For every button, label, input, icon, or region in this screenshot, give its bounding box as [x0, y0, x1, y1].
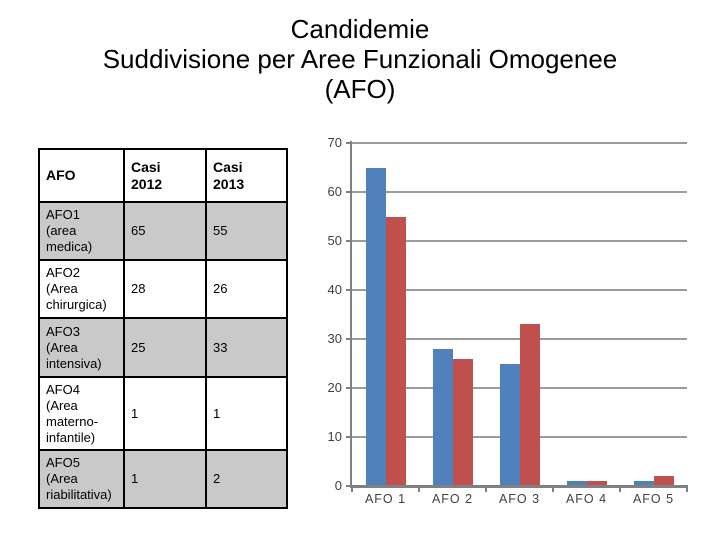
- y-axis-label: 50: [327, 233, 342, 248]
- y-axis-tick: [346, 240, 352, 242]
- x-axis-tick: [351, 485, 353, 492]
- x-axis-tick: [552, 485, 554, 492]
- gridline-70: [352, 142, 687, 144]
- y-axis-label: 70: [327, 135, 342, 150]
- bar-casi-2013-afo3: [519, 324, 540, 485]
- y-axis-tick: [346, 289, 352, 291]
- gridline-40: [352, 289, 687, 291]
- slide-title: Candidemie Suddivisione per Aree Funzion…: [0, 14, 720, 104]
- y-axis-label: 60: [327, 184, 342, 199]
- table-header-row: AFO Casi 2012 Casi 2013: [38, 148, 288, 203]
- cell-casi-2012: 25: [123, 317, 207, 378]
- y-axis-line: [350, 141, 352, 488]
- x-axis-tick: [686, 485, 688, 492]
- table-row: AFO4 (Area materno- infantile) 1 1: [38, 376, 288, 451]
- cell-afo-label: AFO2 (Area chirurgica): [38, 259, 125, 319]
- x-axis-label: AFO 4: [565, 492, 608, 506]
- x-axis-label: AFO 3: [498, 492, 541, 506]
- cell-casi-2012: 1: [123, 449, 207, 509]
- title-line-1: Candidemie: [290, 14, 430, 44]
- bar-casi-2012-afo1: [365, 167, 386, 485]
- cell-casi-2012: 65: [123, 201, 207, 261]
- cell-afo-label: AFO5 (Area riabilitativa): [38, 449, 125, 509]
- cell-casi-2013: 55: [205, 201, 288, 261]
- cell-afo-label: AFO3 (Area intensiva): [38, 317, 125, 378]
- y-axis-label: 10: [327, 429, 342, 444]
- cell-afo-label: AFO4 (Area materno- infantile): [38, 376, 125, 451]
- title-line-2: Suddivisione per Aree Funzionali Omogene…: [102, 44, 618, 74]
- y-axis-tick: [346, 436, 352, 438]
- table-row: AFO5 (Area riabilitativa) 1 2: [38, 449, 288, 509]
- y-axis-tick: [346, 387, 352, 389]
- bar-casi-2012-afo5: [633, 481, 654, 485]
- title-line-3: (AFO): [324, 74, 396, 104]
- col-header-afo: AFO: [38, 148, 125, 203]
- y-axis-label: 40: [327, 282, 342, 297]
- col-header-casi-2013: Casi 2013: [205, 148, 288, 203]
- bar-casi-2012-afo3: [499, 363, 520, 485]
- gridline-60: [352, 191, 687, 193]
- y-axis-tick: [346, 338, 352, 340]
- x-axis-label: AFO 1: [364, 492, 407, 506]
- y-axis-label: 20: [327, 380, 342, 395]
- table-row: AFO3 (Area intensiva) 25 33: [38, 317, 288, 378]
- cell-afo-label: AFO1 (area medica): [38, 201, 125, 261]
- bar-casi-2012-afo2: [432, 348, 453, 485]
- bar-casi-2013-afo2: [452, 358, 473, 485]
- afo-table: AFO Casi 2012 Casi 2013 AFO1 (area medic…: [38, 148, 288, 509]
- x-axis-tick: [485, 485, 487, 492]
- gridline-50: [352, 240, 687, 242]
- cell-casi-2013: 26: [205, 259, 288, 319]
- x-axis-tick: [418, 485, 420, 492]
- x-axis-line: [352, 485, 687, 488]
- table-row: AFO1 (area medica) 65 55: [38, 201, 288, 261]
- x-axis-label: AFO 5: [632, 492, 675, 506]
- bar-casi-2013-afo4: [586, 481, 607, 485]
- y-axis-label: 0: [334, 478, 342, 493]
- y-axis-tick: [346, 142, 352, 144]
- bar-casi-2012-afo4: [566, 481, 587, 485]
- table-row: AFO2 (Area chirurgica) 28 26: [38, 259, 288, 319]
- cell-casi-2012: 1: [123, 376, 207, 451]
- cell-casi-2013: 1: [205, 376, 288, 451]
- x-axis-label: AFO 2: [431, 492, 474, 506]
- y-axis-tick: [346, 191, 352, 193]
- bar-casi-2013-afo5: [653, 476, 674, 485]
- x-axis-tick: [619, 485, 621, 492]
- cell-casi-2013: 33: [205, 317, 288, 378]
- y-axis-label: 30: [327, 331, 342, 346]
- cell-casi-2013: 2: [205, 449, 288, 509]
- bar-casi-2013-afo1: [385, 216, 406, 485]
- cell-casi-2012: 28: [123, 259, 207, 319]
- y-axis-tick: [346, 485, 352, 487]
- col-header-casi-2012: Casi 2012: [123, 148, 207, 203]
